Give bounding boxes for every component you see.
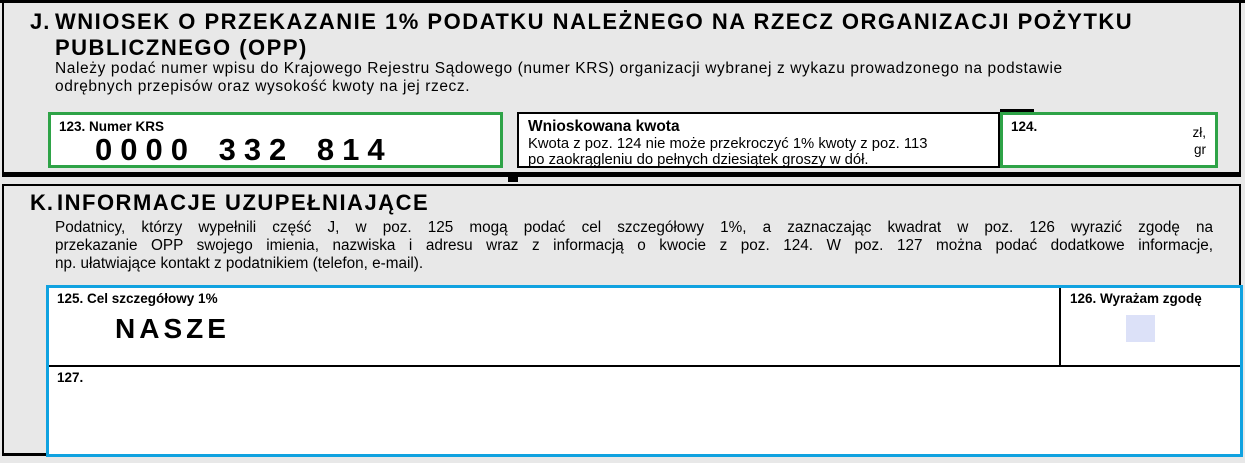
- section-k: K. INFORMACJE UZUPEŁNIAJĄCE Podatnicy, k…: [2, 184, 1243, 457]
- field-123-value: 0000 332 814: [95, 132, 393, 167]
- kwota-info-title: Wnioskowana kwota: [528, 118, 680, 135]
- field-124-amount[interactable]: 124. zł, gr: [1000, 112, 1218, 168]
- section-k-paragraph-line3: np. ułatwiające kontakt z podatnikiem (t…: [55, 255, 424, 272]
- kwota-info-line2: po zaokrągleniu do pełnych dziesiątek gr…: [528, 152, 869, 168]
- field-127-info[interactable]: 127.: [49, 367, 1240, 454]
- field-123-label: 123. Numer KRS: [59, 119, 165, 134]
- section-k-paragraph-line2: przekazanie OPP swojego imienia, nazwisk…: [55, 237, 1213, 254]
- section-j-subtitle-line2: odrębnych przepisów oraz wysokość kwoty …: [55, 77, 471, 95]
- field-124-label: 124.: [1011, 119, 1038, 134]
- section-k-paragraph-line1: Podatnicy, którzy wypełnili część J, w p…: [55, 219, 1213, 236]
- field-125-label: 125. Cel szczegółowy 1%: [57, 291, 218, 306]
- section-k-title: INFORMACJE UZUPEŁNIAJĄCE: [57, 190, 430, 215]
- grid-tick: [508, 177, 518, 182]
- field-124-unit-zl: zł,: [1192, 125, 1207, 140]
- consent-checkbox[interactable]: [1126, 315, 1155, 342]
- field-124-units: zł, gr: [1193, 124, 1207, 158]
- section-k-letter: K.: [30, 190, 54, 215]
- field-126-consent: 126. Wyrażam zgodę: [1061, 288, 1240, 365]
- field-127-label: 127.: [57, 370, 84, 385]
- kwota-info-line1: Kwota z poz. 124 nie może przekroczyć 1%…: [528, 136, 928, 152]
- field-123-krs[interactable]: 123. Numer KRS 0000 332 814: [48, 112, 503, 168]
- cell-divider-vertical: [1059, 288, 1061, 367]
- field-125-value: NASZE: [115, 313, 230, 344]
- section-j: J. WNIOSEK O PRZEKAZANIE 1% PODATKU NALE…: [2, 0, 1241, 177]
- field-125-cel[interactable]: 125. Cel szczegółowy 1% NASZE: [49, 288, 1059, 365]
- section-j-title: WNIOSEK O PRZEKAZANIE 1% PODATKU NALEŻNE…: [55, 9, 1133, 61]
- field-126-label: 126. Wyrażam zgodę: [1070, 291, 1202, 306]
- section-j-letter: J.: [30, 9, 51, 34]
- supplementary-fields-box: 125. Cel szczegółowy 1% NASZE 126. Wyraż…: [46, 285, 1243, 457]
- grid-tick: [1000, 109, 1034, 112]
- section-k-paragraph: Podatnicy, którzy wypełnili część J, w p…: [55, 219, 1213, 273]
- section-j-title-line1: WNIOSEK O PRZEKAZANIE 1% PODATKU NALEŻNE…: [55, 9, 1134, 34]
- section-j-title-line2: PUBLICZNEGO (OPP): [55, 35, 308, 60]
- section-j-subtitle-line1: Należy podać numer wpisu do Krajowego Re…: [55, 60, 1063, 77]
- section-j-subtitle: Należy podać numer wpisu do Krajowego Re…: [55, 60, 1063, 95]
- cell-divider-horizontal: [49, 365, 1240, 367]
- field-124-unit-gr: gr: [1193, 142, 1206, 157]
- kwota-info-cell: Wnioskowana kwota Kwota z poz. 124 nie m…: [517, 112, 1000, 168]
